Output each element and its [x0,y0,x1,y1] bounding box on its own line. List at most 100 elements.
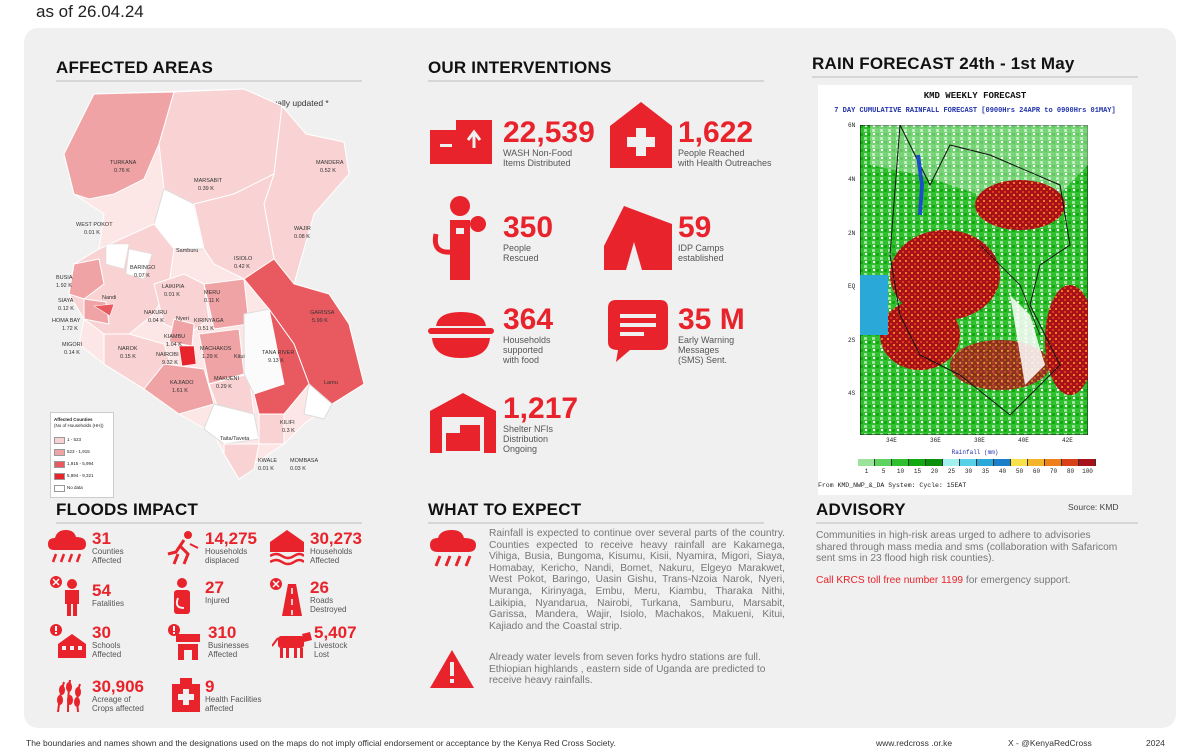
stat-label: (SMS) Sent. [678,355,728,365]
label-kirinyaga: KIRINYAGA [194,318,224,324]
impact-label: Fatalities [92,599,125,608]
rain-cloud-icon [430,530,476,567]
floods-impact-heading: FLOODS IMPACT [56,500,199,519]
stat-label: People [503,243,532,253]
colorbar-tick: 20 [930,468,939,475]
label-kilifi: KILIFI [280,420,295,426]
value-marsabit: 0.39 K [198,186,214,192]
impact-schools: 30 Schools Affected [92,624,121,659]
label-busia: BUSIA [56,275,73,281]
colorbar-tick: 60 [1032,468,1041,475]
forecast-map-image[interactable]: KMD WEEKLY FORECAST 7 DAY CUMULATIVE RAI… [818,85,1132,495]
stat-label: Early Warning [678,335,735,345]
stat-value: 59 [678,211,712,244]
heading-divider [812,76,1138,78]
colorbar-swatch [1062,459,1079,466]
stat-label: WASH Non-Food [503,148,573,158]
value-kwale: 0.01 K [258,466,274,472]
food-bowl-icon [428,312,494,358]
school-icon [50,624,86,658]
label-narok: NAROK [118,346,138,352]
colorbar-swatch [1079,459,1096,466]
stat-value: 350 [503,211,554,244]
value-kirinyaga: 0.51 K [198,326,214,332]
legend-title: Affected Counties [54,417,93,422]
label-turkana: TURKANA [110,160,137,166]
business-icon [168,624,200,660]
stat-label: Messages [678,345,720,355]
rescuer-icon [432,196,486,280]
colorbar-tick: 1 [864,468,869,475]
stat-label: with Health Outreaches [678,158,772,168]
impact-label: Affected [92,650,122,659]
rain-cloud-icon [48,530,86,563]
footer-website-link[interactable]: www.redcross .or.ke [876,738,953,748]
expect-paragraph-water-levels: Already water levels from seven forks hy… [489,652,766,687]
hospital-icon [172,678,200,712]
kenya-map[interactable]: TURKANA 0.76 K MARSABIT 0.39 K MANDERA 0… [44,84,374,484]
crops-icon [57,679,81,712]
impact-value: 27 [205,578,224,597]
legend-swatch [54,437,65,444]
toll-free-number[interactable]: Call KRCS toll free number 1199 [816,575,964,586]
injured-icon [174,578,190,614]
impact-label: Households [205,547,248,556]
sms-icon [608,300,668,362]
footer-disclaimer: The boundaries and names shown and the d… [26,738,616,748]
lat-tick: 4N [848,176,856,183]
impact-label: displaced [205,556,239,565]
value-laikipia: 0.01 K [164,292,180,298]
footer-year: 2024 [1146,738,1165,748]
label-wajir: WAJIR [294,226,311,232]
colorbar-swatch [1045,459,1062,466]
stat-value: 1,622 [678,116,754,149]
label-machakos: MACHAKOS [200,346,232,352]
impact-label: Crops affected [92,704,144,713]
legend-swatch [54,449,65,456]
impact-value: 26 [310,578,329,597]
forecast-source-line: From KMD_NWP_&_DA System: Cycle: 15EAT [818,482,967,489]
footer-social-handle[interactable]: X - @KenyaRedCross [1008,738,1092,748]
colorbar-swatch [858,459,875,466]
colorbar-tick: 30 [964,468,973,475]
impact-label: Roads [310,596,334,605]
impact-value: 5,407 [314,623,357,642]
impact-fatalities: 54 Fatalities [92,582,124,608]
label-siaya: SIAYA [58,298,74,304]
lon-tick: 42E [1062,437,1073,444]
label-kwale: KWALE [258,458,277,464]
colorbar-tick: 80 [1066,468,1075,475]
heading-divider [56,80,362,82]
impact-livestock: 5,407 Livestock Lost [314,624,357,659]
label-tana-river: TANA RIVER [262,350,294,356]
legend-label: 1,915 - 5,994 [67,461,94,466]
impact-businesses: 310 Businesses Affected [208,624,249,659]
advisory-heading: ADVISORY [816,500,906,519]
forecast-subtitle: 7 DAY CUMULATIVE RAINFALL FORECAST [0900… [834,107,1116,115]
legend-label: 1 - 523 [67,437,82,442]
colorbar-tick: 100 [1082,468,1093,475]
expect-paragraph-rainfall: Rainfall is expected to continue over se… [489,528,785,632]
value-kajiado: 1.61 K [172,388,188,394]
stat-value: 364 [503,303,554,336]
label-nakuru: NAKURU [144,310,167,316]
colorbar-swatch [909,459,926,466]
value-siaya: 0.12 K [58,306,74,312]
impact-label: Health Facilities [205,695,262,704]
value-narok: 0.15 K [120,354,136,360]
label-mombasa: MOMBASA [290,458,318,464]
value-kilifi: 0.3 K [282,428,295,434]
value-mandera: 0.52 K [320,168,336,174]
impact-label: Injured [205,596,230,605]
stat-health-outreach: 1,622 People Reached with Health Outreac… [678,116,772,169]
stat-label: Shelter NFIs [503,424,554,434]
stat-value: 35 M [678,303,745,336]
fatality-icon [50,576,79,616]
heading-divider [56,522,362,524]
impact-households-affected: 30,273 Households Affected [310,530,362,565]
impact-label: Businesses [208,641,249,650]
label-isiolo: ISIOLO [234,256,253,262]
impact-value: 14,275 [205,529,257,548]
legend-subtitle: (No of Households (HH)) [54,423,104,428]
label-marsabit: MARSABIT [194,178,223,184]
